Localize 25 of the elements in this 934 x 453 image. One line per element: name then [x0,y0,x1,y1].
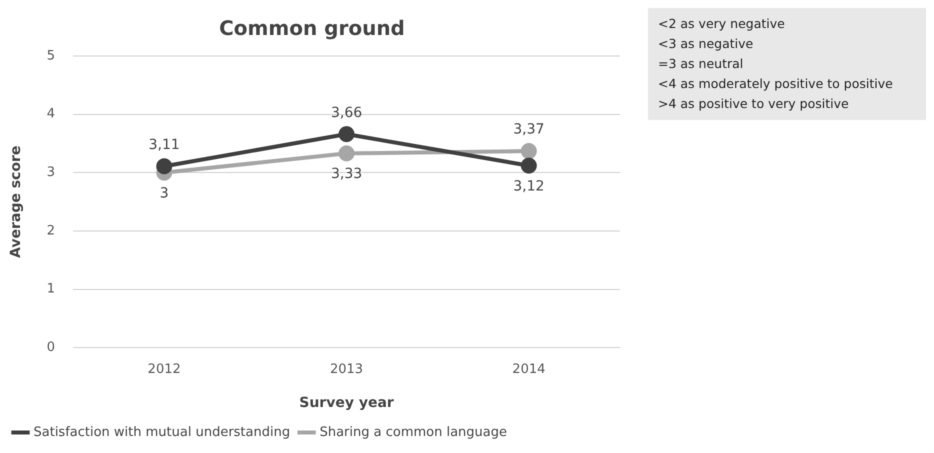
x-tick-label: 2013 [330,362,364,377]
x-axis-title: Survey year [299,395,394,412]
y-tick-label: 0 [46,340,56,355]
y-tick-label: 2 [46,223,56,238]
legend-label: Satisfaction with mutual understanding [34,424,290,440]
y-axis-title: Average score [8,146,24,258]
y-tick-label: 3 [46,165,56,180]
data-label: 3,37 [513,122,544,138]
text: <4 as moderately positive to positive [658,75,894,93]
data-label: 3,11 [148,136,180,153]
data-label: 3,33 [330,166,362,182]
data-label: 3,12 [513,178,544,194]
y-tick-label: 5 [46,48,56,64]
data-label: 3 [160,185,169,202]
x-tick-label: 2012 [148,362,181,377]
y-tick-label: 1 [46,282,56,297]
text: >4 as positive to very positive [658,95,850,113]
x-tick-label: 2014 [512,362,546,377]
text: <3 as negative [658,35,754,53]
data-label: 3,66 [330,104,362,121]
y-tick-label: 4 [46,106,56,122]
legend-label: Sharing a common language [320,424,508,440]
text: =3 as neutral [658,55,744,73]
chart-title: Common ground [219,16,405,40]
text: <2 as very negative [658,15,786,33]
